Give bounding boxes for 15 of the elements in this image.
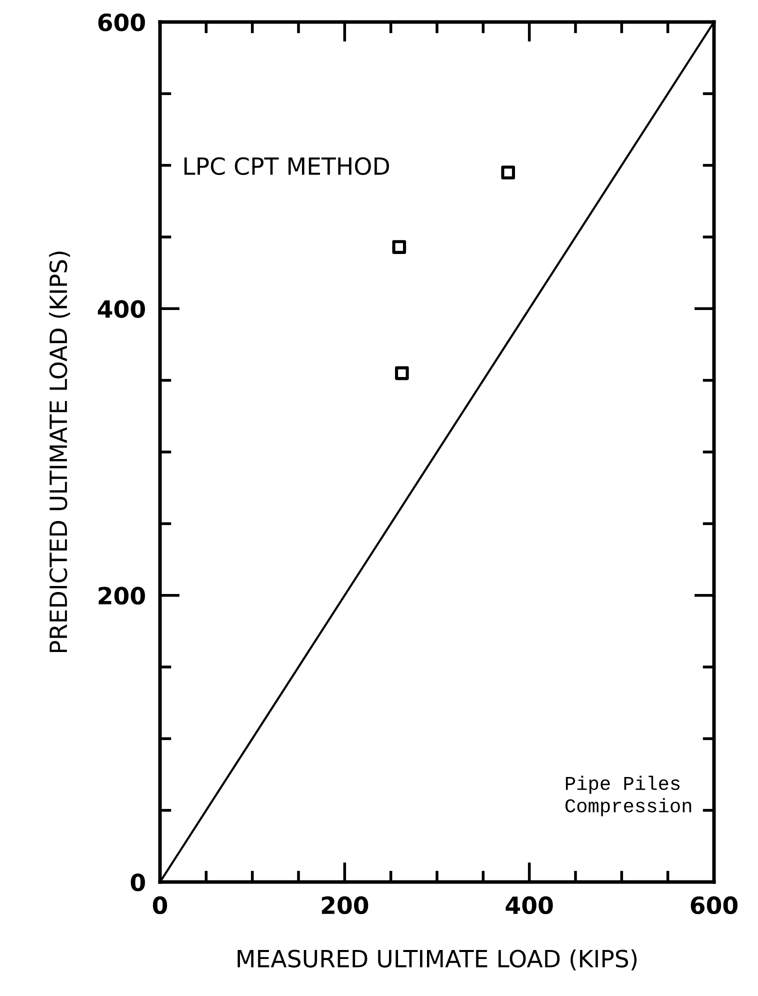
- x-axis-title: MEASURED ULTIMATE LOAD (KIPS): [238, 949, 637, 970]
- y-tick-label: 600: [98, 13, 145, 32]
- point: [392, 240, 406, 254]
- x-tick-label: 0: [152, 896, 168, 914]
- y-tick-label: 0: [130, 873, 145, 892]
- y-axis-title: PREDICTED ULTIMATE LOAD (KIPS): [49, 252, 70, 652]
- x-tick-label: 600: [690, 896, 738, 914]
- y-tick-label: 200: [98, 586, 145, 605]
- point: [395, 366, 409, 380]
- point: [501, 166, 516, 180]
- annotation: Pipe Piles Compression: [565, 776, 692, 816]
- annotation: LPC CPT METHOD: [184, 157, 390, 176]
- x-tick-label: 400: [506, 896, 553, 914]
- x-tick-label: 200: [322, 896, 368, 914]
- y-tick-label: 400: [98, 300, 145, 318]
